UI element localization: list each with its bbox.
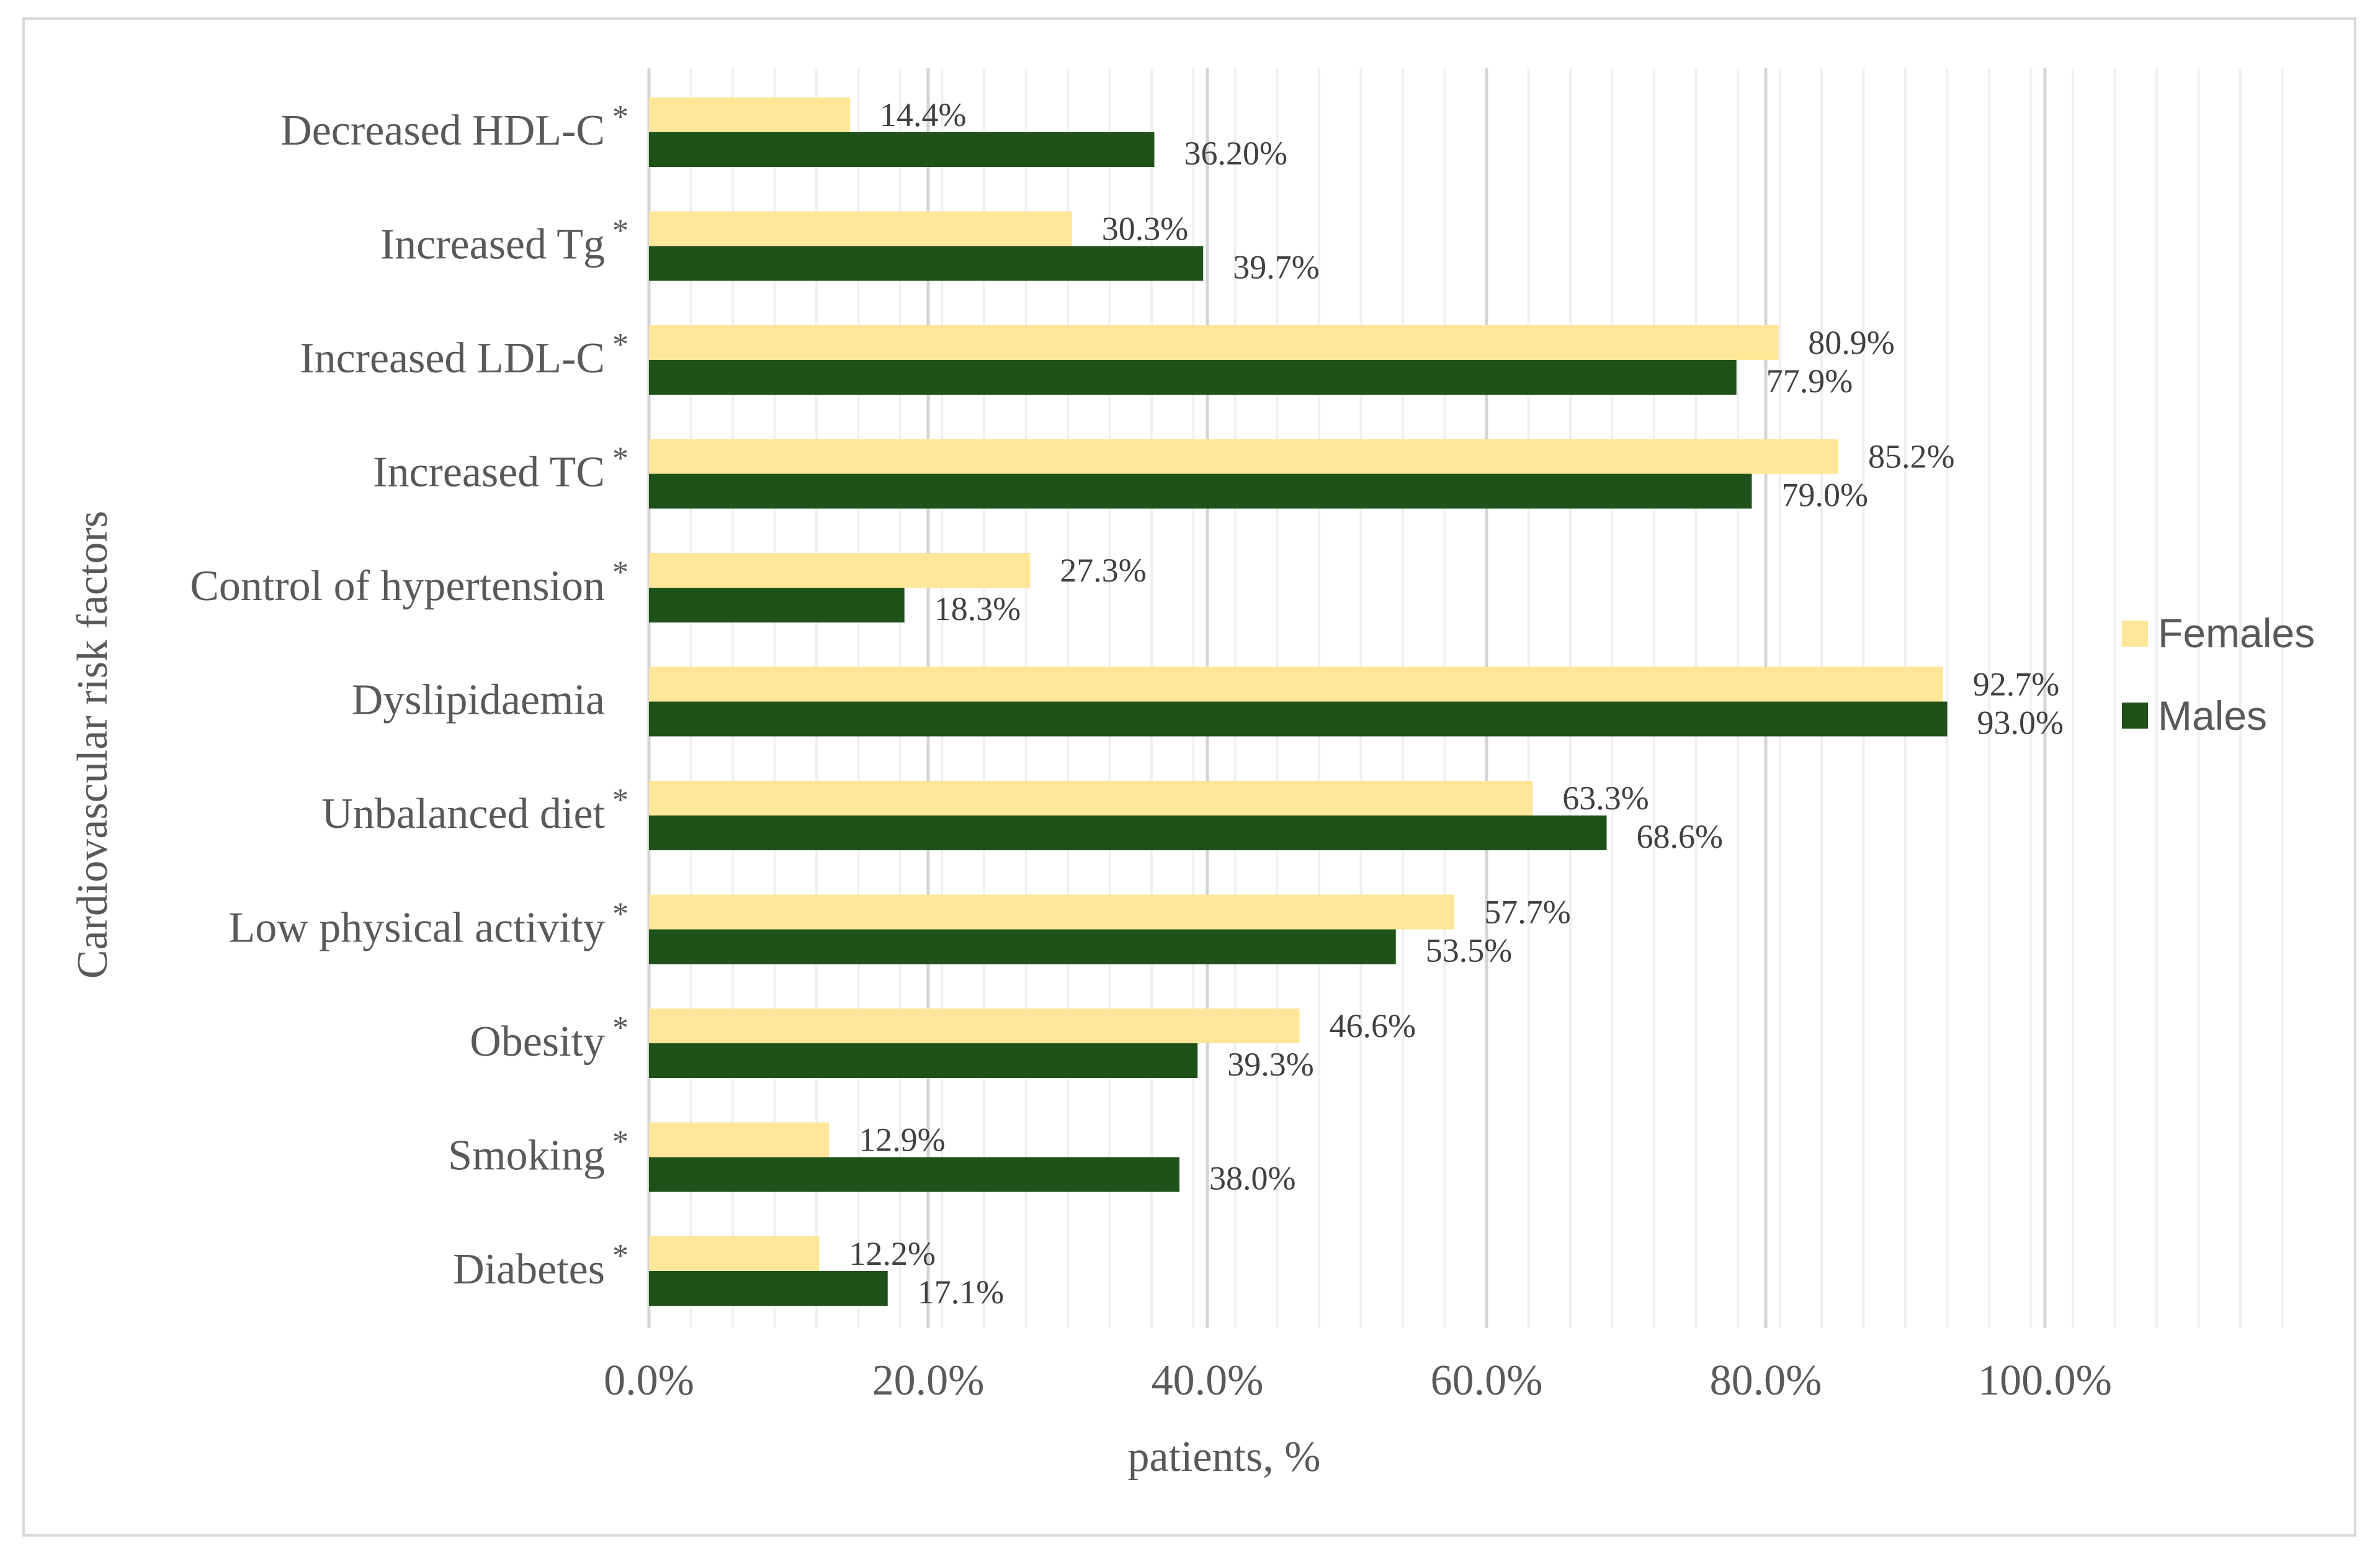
value-label-females: 30.3% bbox=[1102, 210, 1188, 248]
category-label: Increased LDL-C bbox=[300, 335, 605, 382]
x-tick-label: 80.0% bbox=[1710, 1357, 1822, 1404]
value-label-females: 12.9% bbox=[859, 1121, 945, 1159]
x-tick-label: 60.0% bbox=[1431, 1357, 1543, 1404]
legend-swatch-males bbox=[2122, 703, 2148, 729]
significance-mark: * bbox=[612, 327, 629, 362]
value-label-males: 36.20% bbox=[1184, 135, 1287, 172]
value-label-females: 92.7% bbox=[1973, 666, 2059, 703]
bar-males bbox=[649, 132, 1155, 167]
bar-females bbox=[649, 325, 1779, 360]
x-axis-title: patients, % bbox=[1127, 1433, 1320, 1481]
value-label-females: 46.6% bbox=[1330, 1007, 1416, 1045]
bar-males bbox=[649, 1043, 1198, 1078]
bar-females bbox=[649, 97, 850, 132]
significance-mark: * bbox=[612, 1010, 629, 1046]
bar-males bbox=[649, 246, 1204, 281]
x-tick-label: 0.0% bbox=[604, 1357, 694, 1404]
bar-females bbox=[649, 781, 1533, 815]
bar-males bbox=[649, 929, 1396, 964]
significance-mark: * bbox=[612, 99, 629, 135]
value-label-females: 12.2% bbox=[849, 1235, 936, 1272]
bars bbox=[649, 97, 1948, 1306]
value-labels: 14.4% 36.20% 30.3% 39.7% 80.9%77.9% 85.2%79.0… bbox=[849, 96, 2064, 1311]
bar-females bbox=[649, 439, 1838, 474]
bar-females bbox=[649, 1009, 1300, 1043]
x-tick-label: 20.0% bbox=[872, 1357, 985, 1404]
bar-females bbox=[649, 894, 1455, 930]
category-label: Decreased HDL-C bbox=[280, 107, 605, 155]
bar-males bbox=[649, 1157, 1179, 1192]
significance-mark: * bbox=[612, 897, 629, 932]
bar-females bbox=[649, 1236, 820, 1271]
category-label: Increased Tg bbox=[380, 221, 605, 269]
category-label: Smoking bbox=[448, 1132, 605, 1180]
value-label-males: 93.0% bbox=[1977, 704, 2064, 742]
bar-males bbox=[649, 1271, 888, 1306]
bar-females bbox=[649, 211, 1072, 246]
legend-swatch-females bbox=[2122, 621, 2148, 647]
category-label: Dyslipidaemia bbox=[352, 676, 605, 724]
significance-mark: * bbox=[612, 441, 629, 477]
category-label: Increased TC bbox=[373, 449, 605, 496]
x-tick-label: 100.0% bbox=[1978, 1357, 2112, 1404]
value-label-females: 14.4% bbox=[880, 96, 966, 133]
x-tick-label: 40.0% bbox=[1152, 1357, 1264, 1404]
bar-females bbox=[649, 553, 1031, 588]
category-labels: Decreased HDL-C *Increased Tg *Increased L… bbox=[190, 99, 629, 1293]
value-label-males: 77.9% bbox=[1766, 362, 1853, 400]
bar-males bbox=[649, 588, 905, 622]
significance-mark: * bbox=[612, 1125, 629, 1160]
value-label-females: 85.2% bbox=[1868, 438, 1954, 475]
bar-males bbox=[649, 701, 1948, 737]
value-label-males: 79.0% bbox=[1782, 477, 1868, 514]
significance-mark: * bbox=[612, 783, 629, 818]
category-label: Control of hypertension bbox=[190, 562, 605, 610]
legend-label-males: Males bbox=[2158, 693, 2267, 739]
significance-mark: * bbox=[612, 213, 629, 249]
value-label-females: 27.3% bbox=[1060, 552, 1146, 589]
legend: Females Males bbox=[2122, 610, 2315, 739]
value-label-males: 53.5% bbox=[1426, 932, 1512, 969]
significance-mark: * bbox=[612, 1238, 629, 1274]
bar-females bbox=[649, 667, 1943, 702]
value-label-males: 39.7% bbox=[1233, 249, 1319, 286]
category-label: Obesity bbox=[470, 1018, 605, 1066]
value-label-females: 63.3% bbox=[1562, 780, 1649, 817]
category-label: Unbalanced diet bbox=[321, 790, 605, 838]
significance-mark: * bbox=[612, 555, 629, 590]
x-tick-labels: 0.0% 20.0% 40.0% 60.0% 80.0% 100.0% bbox=[604, 1357, 2112, 1404]
value-label-males: 17.1% bbox=[918, 1274, 1004, 1311]
legend-label-females: Females bbox=[2158, 610, 2315, 656]
value-label-females: 57.7% bbox=[1484, 894, 1570, 931]
value-label-males: 68.6% bbox=[1637, 818, 1723, 855]
category-label: Low physical activity bbox=[228, 904, 605, 952]
category-label: Diabetes bbox=[453, 1246, 605, 1293]
value-label-males: 39.3% bbox=[1227, 1046, 1313, 1083]
value-label-females: 80.9% bbox=[1808, 324, 1894, 361]
bar-males bbox=[649, 360, 1737, 395]
bar-males bbox=[649, 815, 1607, 850]
bar-males bbox=[649, 474, 1752, 509]
value-label-males: 38.0% bbox=[1209, 1160, 1295, 1197]
bar-females bbox=[649, 1122, 830, 1157]
value-label-males: 18.3% bbox=[934, 590, 1021, 627]
y-axis-title: Cardiovascular risk factors bbox=[69, 511, 117, 979]
